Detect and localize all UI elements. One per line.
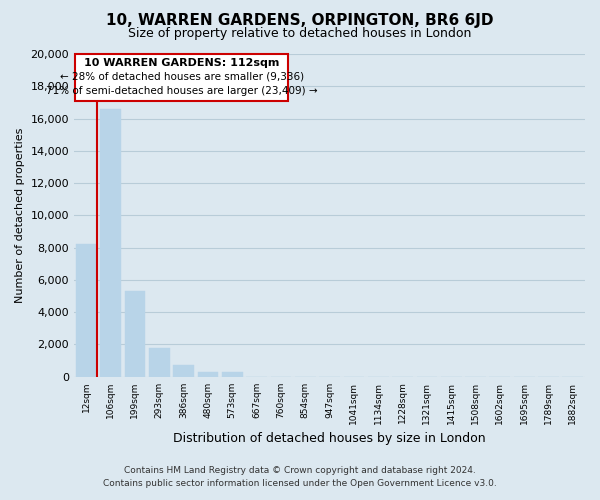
Bar [100,109,121,376]
Text: 10, WARREN GARDENS, ORPINGTON, BR6 6JD: 10, WARREN GARDENS, ORPINGTON, BR6 6JD [106,12,494,28]
Text: 10 WARREN GARDENS: 112sqm: 10 WARREN GARDENS: 112sqm [84,58,280,68]
Text: Contains HM Land Registry data © Crown copyright and database right 2024.
Contai: Contains HM Land Registry data © Crown c… [103,466,497,487]
Bar [149,348,170,376]
Text: 71% of semi-detached houses are larger (23,409) →: 71% of semi-detached houses are larger (… [46,86,317,96]
Bar [76,244,97,376]
FancyBboxPatch shape [75,54,288,101]
Text: ← 28% of detached houses are smaller (9,336): ← 28% of detached houses are smaller (9,… [59,72,304,82]
X-axis label: Distribution of detached houses by size in London: Distribution of detached houses by size … [173,432,486,445]
Text: Size of property relative to detached houses in London: Size of property relative to detached ho… [128,28,472,40]
Bar [173,364,194,376]
Bar [222,372,242,376]
Bar [125,291,145,376]
Y-axis label: Number of detached properties: Number of detached properties [15,128,25,303]
Bar [197,372,218,376]
